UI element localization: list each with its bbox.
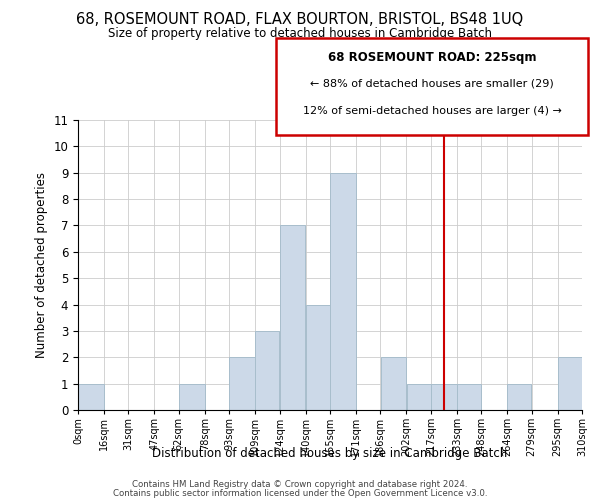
Text: ← 88% of detached houses are smaller (29): ← 88% of detached houses are smaller (29… <box>310 79 554 89</box>
Bar <box>280 226 305 410</box>
Bar <box>330 172 356 410</box>
Text: 68 ROSEMOUNT ROAD: 225sqm: 68 ROSEMOUNT ROAD: 225sqm <box>328 52 536 64</box>
Bar <box>457 384 481 410</box>
Bar <box>558 358 582 410</box>
Bar <box>431 384 457 410</box>
Text: 12% of semi-detached houses are larger (4) →: 12% of semi-detached houses are larger (… <box>302 106 562 117</box>
Y-axis label: Number of detached properties: Number of detached properties <box>35 172 48 358</box>
Bar <box>508 384 532 410</box>
Bar <box>256 331 280 410</box>
Text: Distribution of detached houses by size in Cambridge Batch: Distribution of detached houses by size … <box>152 448 508 460</box>
Bar <box>179 384 205 410</box>
Text: 68, ROSEMOUNT ROAD, FLAX BOURTON, BRISTOL, BS48 1UQ: 68, ROSEMOUNT ROAD, FLAX BOURTON, BRISTO… <box>76 12 524 28</box>
Text: Contains HM Land Registry data © Crown copyright and database right 2024.: Contains HM Land Registry data © Crown c… <box>132 480 468 489</box>
Text: Size of property relative to detached houses in Cambridge Batch: Size of property relative to detached ho… <box>108 28 492 40</box>
Bar <box>306 304 330 410</box>
Bar <box>380 358 406 410</box>
Bar <box>407 384 431 410</box>
Bar <box>78 384 104 410</box>
Bar <box>229 358 255 410</box>
Text: Contains public sector information licensed under the Open Government Licence v3: Contains public sector information licen… <box>113 489 487 498</box>
